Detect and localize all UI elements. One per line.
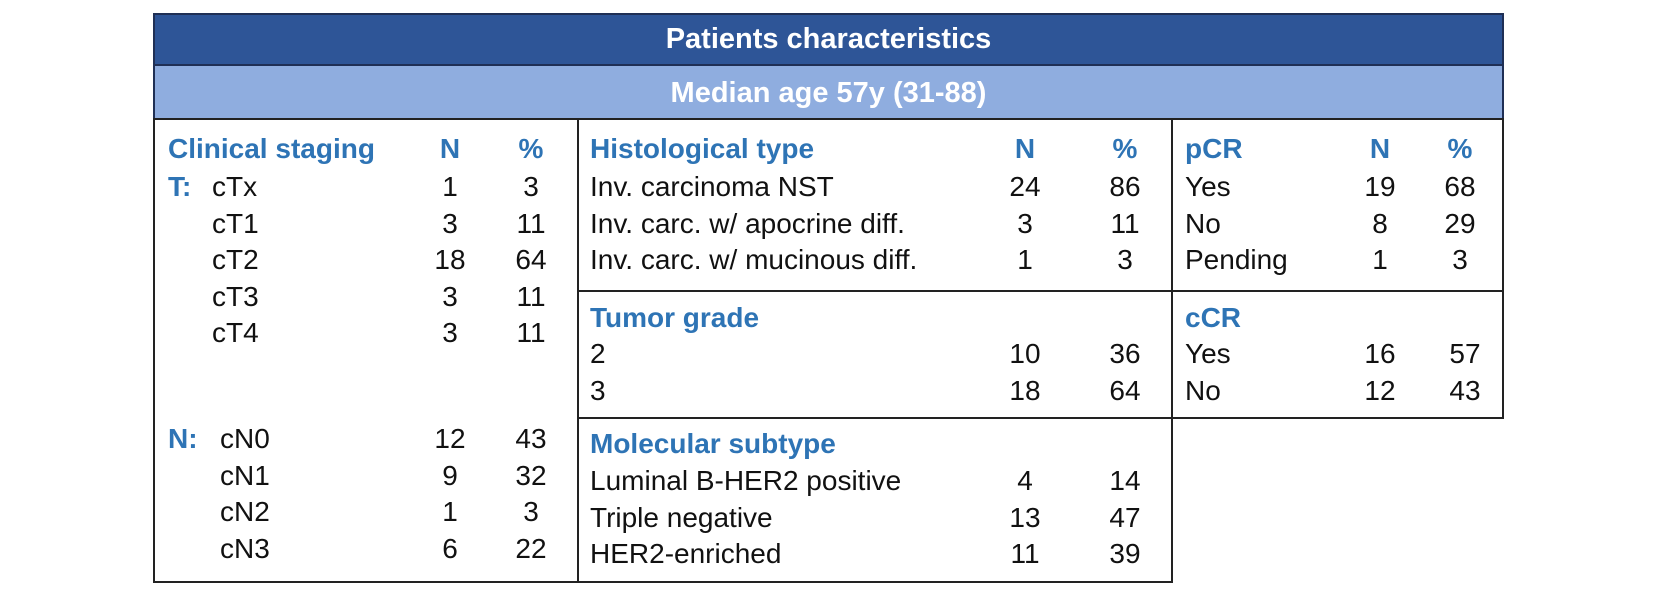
histological-pct-header: %: [1112, 133, 1138, 164]
clinical-t-row-n: 18: [434, 244, 466, 275]
tumor-grade-heading: Tumor grade: [590, 302, 760, 333]
molecular-row-n: 13: [1009, 501, 1041, 533]
ccr-panel: [1171, 290, 1504, 419]
pcr-row-pct: 68: [1444, 171, 1476, 202]
molecular-row-label: Luminal B-HER2 positive: [590, 465, 902, 496]
pcr-row-pct: 29: [1444, 207, 1476, 239]
molecular-row-label: HER2-enriched: [590, 538, 782, 569]
clinical-t-row-label: cT3: [212, 280, 259, 312]
clinical-t-row-label: cT2: [212, 244, 259, 275]
clinical-t-row-pct: 11: [516, 207, 546, 239]
clinical-n-row-label: cN0: [220, 423, 270, 454]
ccr-row-pct: 57: [1449, 338, 1481, 369]
clinical-n-row-label: cN3: [220, 532, 270, 564]
clinical-n-header: N: [439, 133, 461, 164]
molecular-row-pct: 14: [1109, 465, 1141, 496]
pcr-row-label: Pending: [1185, 244, 1288, 275]
clinical-n-row-n: 12: [434, 423, 466, 454]
clinical-n-row-pct: 32: [515, 459, 547, 491]
histological-row-n: 24: [1009, 171, 1041, 202]
tumor-grade-row-label: 2: [590, 338, 606, 369]
clinical-n-row-n: 1: [442, 496, 458, 527]
clinical-t-row-pct: 64: [515, 244, 547, 275]
clinical-n-row-label: cN2: [220, 496, 270, 527]
histological-row-pct: 11: [1110, 207, 1140, 239]
ccr-row-n: 12: [1364, 374, 1396, 406]
clinical-t-row-pct: 11: [516, 280, 546, 312]
molecular-row-pct: 39: [1109, 538, 1141, 569]
pcr-row-pct: 3: [1452, 244, 1468, 275]
table-subtitle: Median age 57y (31-88): [153, 66, 1504, 120]
pcr-row-label: No: [1185, 207, 1221, 239]
pcr-row-n: 8: [1372, 207, 1388, 239]
clinical-t-row-n: 3: [442, 280, 458, 312]
clinical-t-row-label: cT4: [212, 317, 259, 348]
tumor-grade-row-pct: 64: [1109, 374, 1141, 406]
clinical-t-row-pct: 11: [516, 317, 546, 348]
molecular-row-n: 11: [1010, 538, 1040, 569]
molecular-subtype-panel: [577, 417, 1173, 583]
n-stage-label: N:: [168, 423, 198, 454]
table-title: Patients characteristics: [153, 13, 1504, 66]
clinical-staging-heading: Clinical staging: [168, 133, 375, 164]
clinical-n-row-label: cN1: [220, 459, 270, 491]
clinical-t-row-label: cTx: [212, 171, 258, 202]
histological-row-label: Inv. carc. w/ mucinous diff.: [590, 244, 918, 275]
clinical-pct-header: %: [518, 133, 544, 164]
molecular-row-n: 4: [1017, 465, 1033, 496]
clinical-n-row-n: 9: [442, 459, 458, 491]
clinical-t-row-label: cT1: [212, 207, 259, 239]
histological-row-pct: 3: [1117, 244, 1133, 275]
pcr-heading: pCR: [1185, 133, 1243, 164]
ccr-row-label: No: [1185, 374, 1221, 406]
ccr-row-n: 16: [1364, 338, 1396, 369]
pcr-n-header: N: [1369, 133, 1391, 164]
molecular-row-label: Triple negative: [590, 501, 773, 533]
ccr-heading: cCR: [1185, 302, 1242, 333]
pcr-row-label: Yes: [1185, 171, 1231, 202]
clinical-n-row-n: 6: [442, 532, 458, 564]
histological-row-label: Inv. carc. w/ apocrine diff.: [590, 207, 905, 239]
tumor-grade-row-n: 10: [1009, 338, 1041, 369]
ccr-row-pct: 43: [1449, 374, 1481, 406]
molecular-row-pct: 47: [1109, 501, 1141, 533]
t-stage-label: T:: [168, 171, 192, 202]
tumor-grade-row-n: 18: [1009, 374, 1041, 406]
pcr-row-n: 1: [1372, 244, 1388, 275]
pcr-pct-header: %: [1447, 133, 1473, 164]
clinical-n-row-pct: 22: [515, 532, 547, 564]
ccr-row-label: Yes: [1185, 338, 1231, 369]
clinical-t-row-pct: 3: [523, 171, 539, 202]
histological-heading: Histological type: [590, 133, 815, 164]
histological-row-pct: 86: [1109, 171, 1141, 202]
clinical-t-row-n: 1: [442, 171, 458, 202]
clinical-t-row-n: 3: [442, 317, 458, 348]
histological-n-header: N: [1014, 133, 1036, 164]
tumor-grade-row-label: 3: [590, 374, 606, 406]
clinical-n-row-pct: 43: [515, 423, 547, 454]
histological-row-n: 3: [1017, 207, 1033, 239]
clinical-t-row-n: 3: [442, 207, 458, 239]
histological-row-label: Inv. carcinoma NST: [590, 171, 834, 202]
pcr-row-n: 19: [1364, 171, 1396, 202]
tumor-grade-row-pct: 36: [1109, 338, 1141, 369]
molecular-subtype-heading: Molecular subtype: [590, 428, 836, 459]
clinical-n-row-pct: 3: [523, 496, 539, 527]
histological-row-n: 1: [1017, 244, 1033, 275]
